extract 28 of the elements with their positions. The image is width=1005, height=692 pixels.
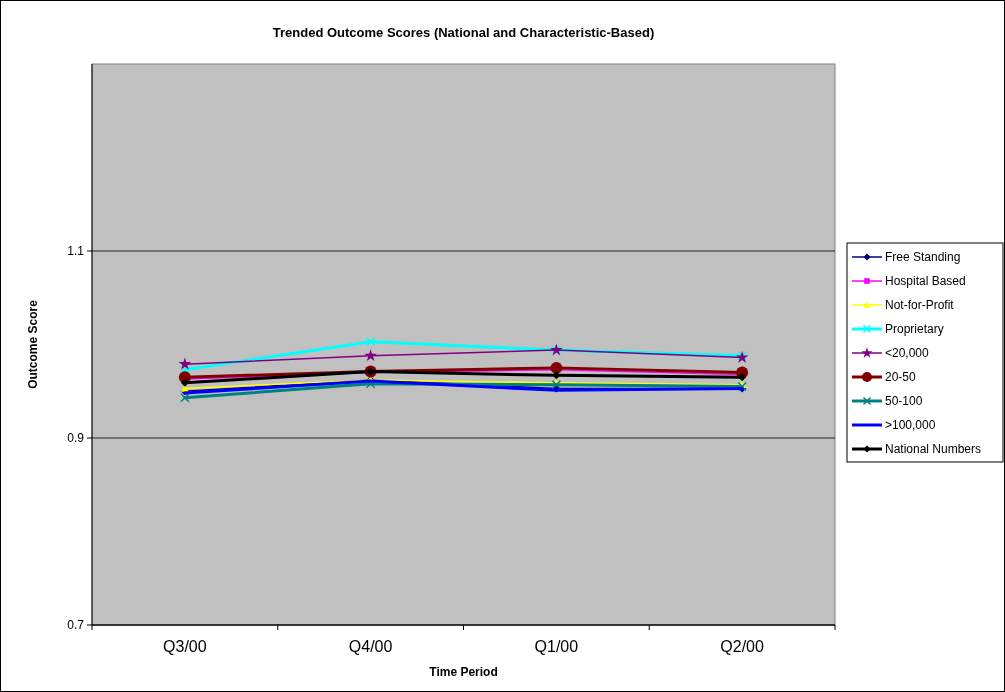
point <box>550 361 563 374</box>
legend-label: 50-100 <box>885 394 923 408</box>
legend-label: Proprietary <box>885 322 944 336</box>
y-tick-label: 0.9 <box>67 431 85 445</box>
point <box>178 357 192 370</box>
chart-title: Trended Outcome Scores (National and Characteristic-Based) <box>272 25 655 40</box>
point <box>365 336 376 347</box>
point <box>180 378 189 387</box>
point <box>180 365 190 375</box>
point <box>738 373 747 382</box>
point <box>364 349 377 362</box>
legend-label: National Numbers <box>885 442 982 456</box>
legend-label: Not-for-Profit <box>885 298 955 312</box>
y-tick-label: 1.1 <box>67 244 85 258</box>
legend-label: <20,000 <box>885 346 930 360</box>
y-tick-label: 0.7 <box>67 618 85 632</box>
x-tick-label: Q2/00 <box>720 638 765 655</box>
point <box>552 371 561 380</box>
x-tick-label: Q3/00 <box>163 638 207 655</box>
legend-label: Free Standing <box>885 250 961 264</box>
x-axis-title: Time Period <box>429 665 498 679</box>
legend-label: 20-50 <box>885 370 917 384</box>
point <box>180 393 190 403</box>
legend-label: >100,000 <box>885 418 936 432</box>
x-tick-label: Q4/00 <box>348 638 393 655</box>
y-axis-title: Outcome Score <box>26 299 40 389</box>
legend-label: Hospital Based <box>885 274 966 288</box>
x-tick-label: Q1/00 <box>534 638 579 655</box>
